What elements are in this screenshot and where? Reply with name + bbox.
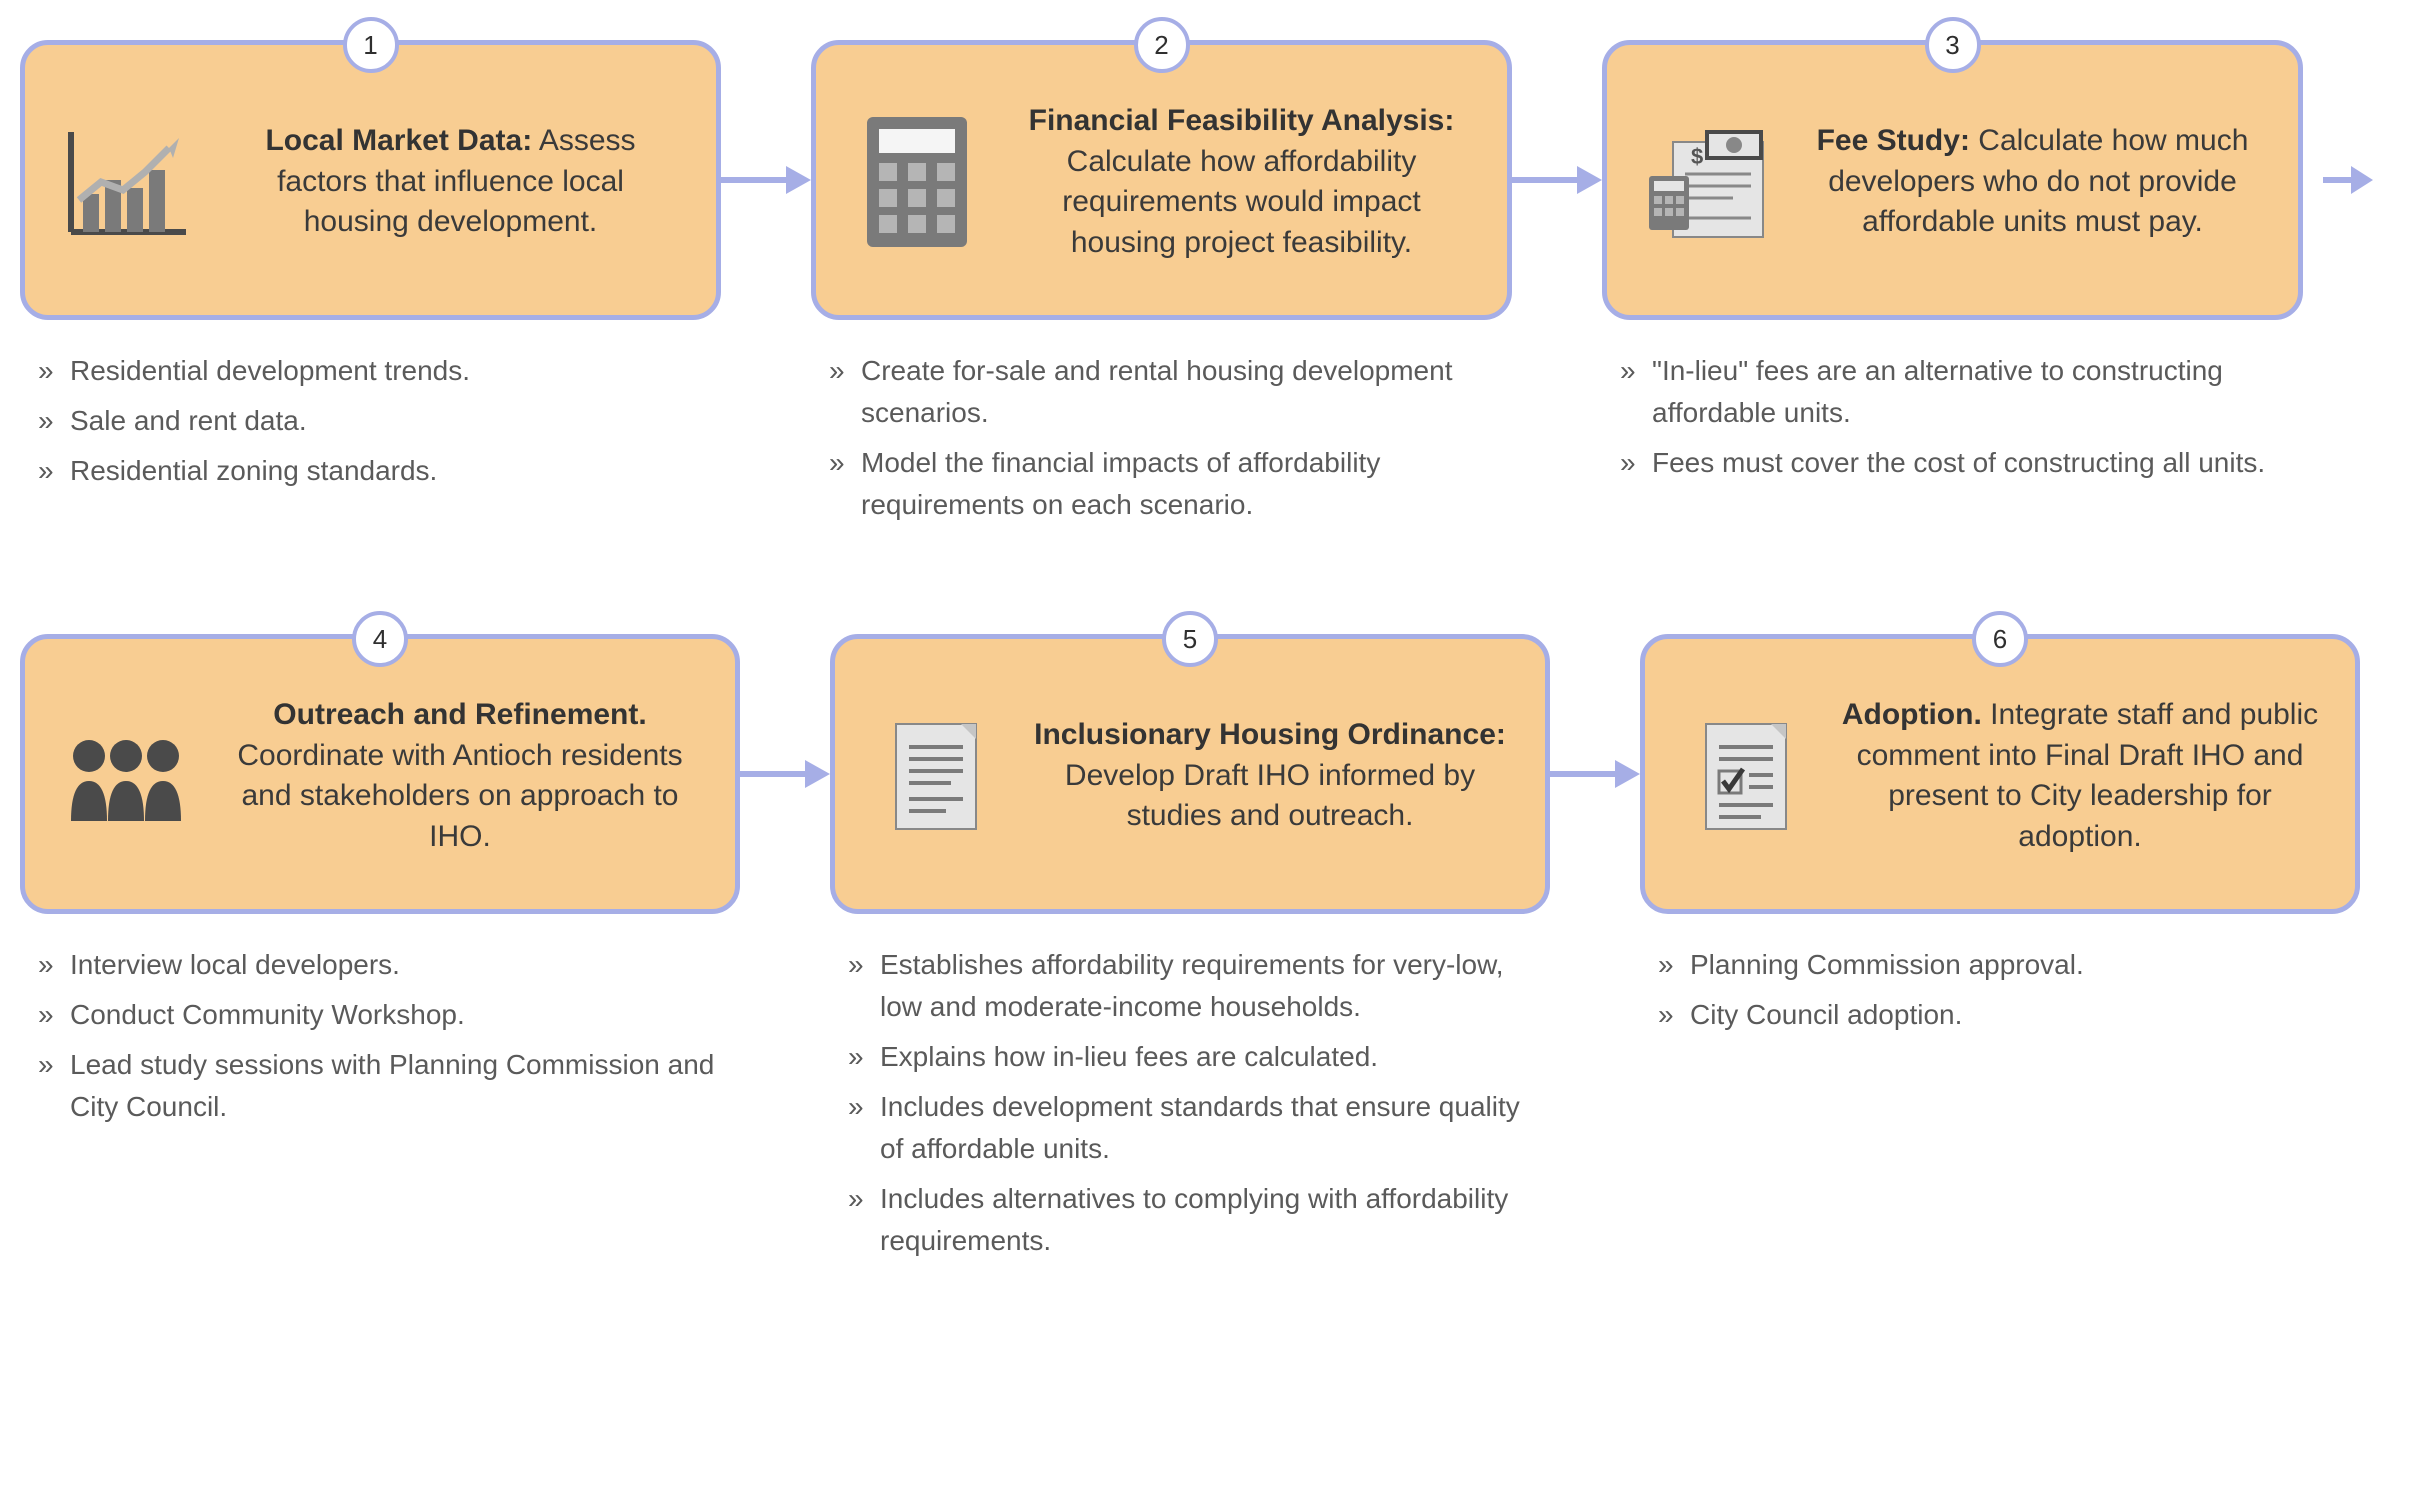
step-card: 3 $ xyxy=(1602,40,2303,320)
flow-row-1: 1 Local Market Data: Assess factors t xyxy=(20,40,2393,534)
step-bullets: "In-lieu" fees are an alternative to con… xyxy=(1602,350,2303,492)
step-title: Financial Feasibility Analysis: xyxy=(1029,104,1455,137)
chart-icon xyxy=(61,122,191,242)
step-body: Coordinate with Antioch residents and st… xyxy=(237,739,682,853)
arrow-icon xyxy=(1512,160,1602,200)
step-3: 3 $ xyxy=(1602,40,2303,492)
step-text: Outreach and Refinement. Coordinate with… xyxy=(221,695,699,857)
arrow-icon xyxy=(1550,754,1640,794)
step-card: 4 Outreach and Refinement. Coordinate wi… xyxy=(20,634,740,914)
step-text: Fee Study: Calculate how much developers… xyxy=(1803,121,2262,243)
bullet-item: Includes alternatives to complying with … xyxy=(848,1178,1550,1262)
bullet-item: Create for-sale and rental housing devel… xyxy=(829,350,1512,434)
money-doc-icon: $ xyxy=(1643,122,1773,242)
bullet-item: Planning Commission approval. xyxy=(1658,944,2360,986)
step-card: 5 Inclusionary Housing Ordinance: Dev xyxy=(830,634,1550,914)
step-1: 1 Local Market Data: Assess factors t xyxy=(20,40,721,500)
checklist-icon xyxy=(1681,719,1811,834)
step-number: 6 xyxy=(1993,624,2007,655)
arrow-icon xyxy=(2303,160,2393,200)
step-5: 5 Inclusionary Housing Ordinance: Dev xyxy=(830,634,1550,1270)
step-badge: 1 xyxy=(343,17,399,73)
step-badge: 2 xyxy=(1134,17,1190,73)
bullet-item: City Council adoption. xyxy=(1658,994,2360,1036)
step-text: Local Market Data: Assess factors that i… xyxy=(221,121,680,243)
bullet-item: Conduct Community Workshop. xyxy=(38,994,740,1036)
step-title: Outreach and Refinement. xyxy=(273,698,646,731)
bullet-item: Explains how in-lieu fees are calculated… xyxy=(848,1036,1550,1078)
step-number: 4 xyxy=(373,624,387,655)
step-badge: 4 xyxy=(352,611,408,667)
step-badge: 5 xyxy=(1162,611,1218,667)
step-bullets: Planning Commission approval. City Counc… xyxy=(1640,944,2360,1044)
bullet-item: Lead study sessions with Planning Commis… xyxy=(38,1044,740,1128)
step-text: Financial Feasibility Analysis: Calculat… xyxy=(1012,101,1471,263)
bullet-item: Establishes affordability requirements f… xyxy=(848,944,1550,1028)
step-number: 5 xyxy=(1183,624,1197,655)
step-title: Adoption. xyxy=(1842,698,1982,731)
bullet-item: Model the financial impacts of affordabi… xyxy=(829,442,1512,526)
step-badge: 6 xyxy=(1972,611,2028,667)
step-card: 1 Local Market Data: Assess factors t xyxy=(20,40,721,320)
step-body: Calculate how affordability requirements… xyxy=(1062,145,1421,259)
step-number: 1 xyxy=(363,30,377,61)
step-2: 2 xyxy=(811,40,1512,534)
step-4: 4 Outreach and Refinement. Coordinate wi… xyxy=(20,634,740,1136)
step-title: Local Market Data: xyxy=(265,124,532,157)
step-card: 2 xyxy=(811,40,1512,320)
step-number: 3 xyxy=(1945,30,1959,61)
step-body: Develop Draft IHO informed by studies an… xyxy=(1065,759,1475,833)
bullet-item: Residential zoning standards. xyxy=(38,450,721,492)
step-text: Inclusionary Housing Ordinance: Develop … xyxy=(1031,715,1509,837)
step-badge: 3 xyxy=(1925,17,1981,73)
document-icon xyxy=(871,719,1001,834)
step-bullets: Create for-sale and rental housing devel… xyxy=(811,350,1512,534)
bullet-item: Sale and rent data. xyxy=(38,400,721,442)
step-title: Fee Study: xyxy=(1817,124,1970,157)
flow-diagram: 1 Local Market Data: Assess factors t xyxy=(20,40,2393,1270)
bullet-item: "In-lieu" fees are an alternative to con… xyxy=(1620,350,2303,434)
step-number: 2 xyxy=(1154,30,1168,61)
svg-text:$: $ xyxy=(1691,144,1703,169)
step-bullets: Establishes affordability requirements f… xyxy=(830,944,1550,1270)
step-card: 6 Adoption. xyxy=(1640,634,2360,914)
arrow-icon xyxy=(721,160,811,200)
step-bullets: Residential development trends. Sale and… xyxy=(20,350,721,500)
bullet-item: Interview local developers. xyxy=(38,944,740,986)
arrow-icon xyxy=(740,754,830,794)
bullet-item: Fees must cover the cost of constructing… xyxy=(1620,442,2303,484)
calculator-icon xyxy=(852,117,982,247)
bullet-item: Residential development trends. xyxy=(38,350,721,392)
people-icon xyxy=(61,726,191,826)
step-title: Inclusionary Housing Ordinance: xyxy=(1034,718,1506,751)
step-text: Adoption. Integrate staff and public com… xyxy=(1841,695,2319,857)
step-bullets: Interview local developers. Conduct Comm… xyxy=(20,944,740,1136)
flow-row-2: 4 Outreach and Refinement. Coordinate wi… xyxy=(20,634,2393,1270)
step-6: 6 Adoption. xyxy=(1640,634,2360,1044)
bullet-item: Includes development standards that ensu… xyxy=(848,1086,1550,1170)
